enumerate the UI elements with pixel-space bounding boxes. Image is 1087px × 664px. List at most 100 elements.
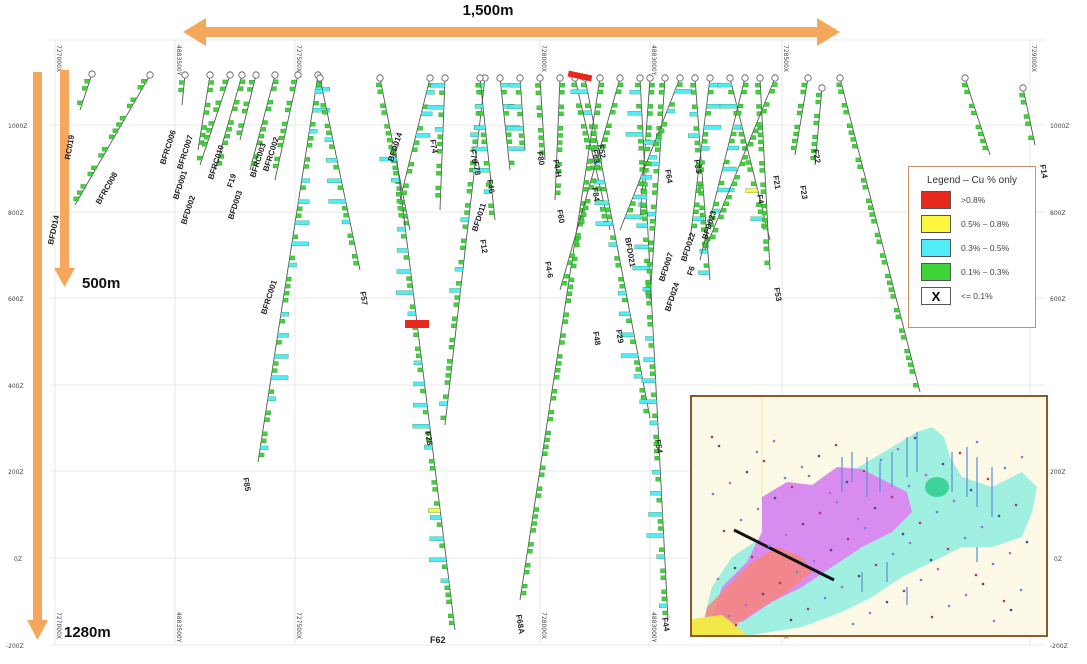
hole-label: F63 [590,149,601,165]
assay-interval [666,108,676,114]
assay-interval [277,142,283,148]
inset-collar-dot [772,439,776,443]
assay-interval [913,383,919,388]
assay-interval [816,92,822,98]
assay-interval [417,126,423,131]
assay-interval [456,281,462,286]
inset-collar-dot [980,525,984,529]
assay-interval [587,159,593,164]
drill-hole-collar [88,70,96,78]
inset-yellow-zone [692,615,747,635]
assay-interval [669,102,675,107]
assay-interval [396,290,414,295]
assay-interval [286,100,293,106]
assay-interval [703,125,722,130]
assay-interval [580,201,586,206]
legend-label: >0.8% [961,195,986,205]
assay-interval [632,194,648,200]
assay-interval [646,125,652,130]
assay-interval [614,256,620,261]
assay-interval [644,146,651,152]
assay-interval [580,124,587,129]
assay-interval [659,83,665,88]
hole-label: F52 [596,144,607,160]
assay-interval [841,103,848,108]
hole-label: F85 [241,477,252,493]
assay-interval [699,205,705,211]
assay-interval [280,128,286,134]
assay-interval [551,389,558,394]
assay-interval [446,599,452,605]
inset-collar-dot [812,559,816,563]
assay-interval [329,144,335,149]
inset-collar-dot [902,589,906,593]
inset-collar-dot [845,480,849,484]
hole-label: F4-6 [543,261,555,279]
assay-interval [429,536,444,541]
assay-interval [712,228,719,233]
assay-interval [208,80,214,85]
easting-label: 727000X [55,612,62,639]
assay-interval [610,235,616,240]
drill-hole-collar [516,74,524,82]
drill-hole-collar [771,74,779,82]
assay-interval [610,110,616,115]
assay-interval [540,465,546,470]
assay-interval [571,263,577,269]
drill-hole-trace [74,74,151,206]
inset-collar-dot [891,552,895,556]
legend-swatch-red [921,191,951,209]
assay-interval [636,104,642,109]
assay-interval [625,132,644,137]
assay-interval [428,508,441,513]
assay-interval [426,90,435,95]
hole-label: BFD003 [226,189,244,221]
assay-interval [218,154,225,159]
assay-interval [396,248,409,253]
assay-interval [812,134,818,140]
inset-collar-dot [964,593,968,597]
assay-interval [810,155,816,161]
assay-interval [980,138,986,144]
assay-interval [296,213,302,218]
assay-interval [101,147,108,152]
inset-collar-dot [885,600,889,604]
assay-interval [661,589,667,594]
assay-interval [772,82,778,87]
assay-interval [745,160,752,165]
assay-interval [279,135,285,141]
assay-interval [653,168,659,174]
assay-interval [557,133,563,138]
assay-interval [627,111,642,116]
assay-interval [289,86,296,92]
assay-interval [413,140,420,145]
assay-interval [594,164,600,170]
assay-interval [581,82,587,88]
assay-interval [635,82,641,88]
easting-label: 728000X [540,45,547,72]
drill-hole-collar [691,74,699,82]
assay-interval [649,364,656,369]
assay-interval [634,244,649,250]
assay-interval [249,80,255,85]
assay-interval [569,253,575,258]
assay-interval [253,154,259,159]
assay-interval [800,89,806,95]
assay-interval [657,111,663,116]
inset-collar-dot [1020,455,1024,459]
inset-collar-dot [986,477,990,481]
assay-interval [847,123,853,128]
assay-interval [401,190,407,195]
inset-collar-dot [789,618,793,622]
assay-interval [216,161,223,166]
assay-interval [880,253,886,258]
assay-interval [280,312,290,317]
assay-interval [647,111,653,116]
hole-label: F29 [614,329,625,345]
assay-interval [391,177,400,183]
assay-interval [538,128,544,133]
assay-interval [652,190,658,195]
assay-interval [662,610,668,616]
assay-interval [506,126,524,131]
assay-interval [971,110,977,116]
